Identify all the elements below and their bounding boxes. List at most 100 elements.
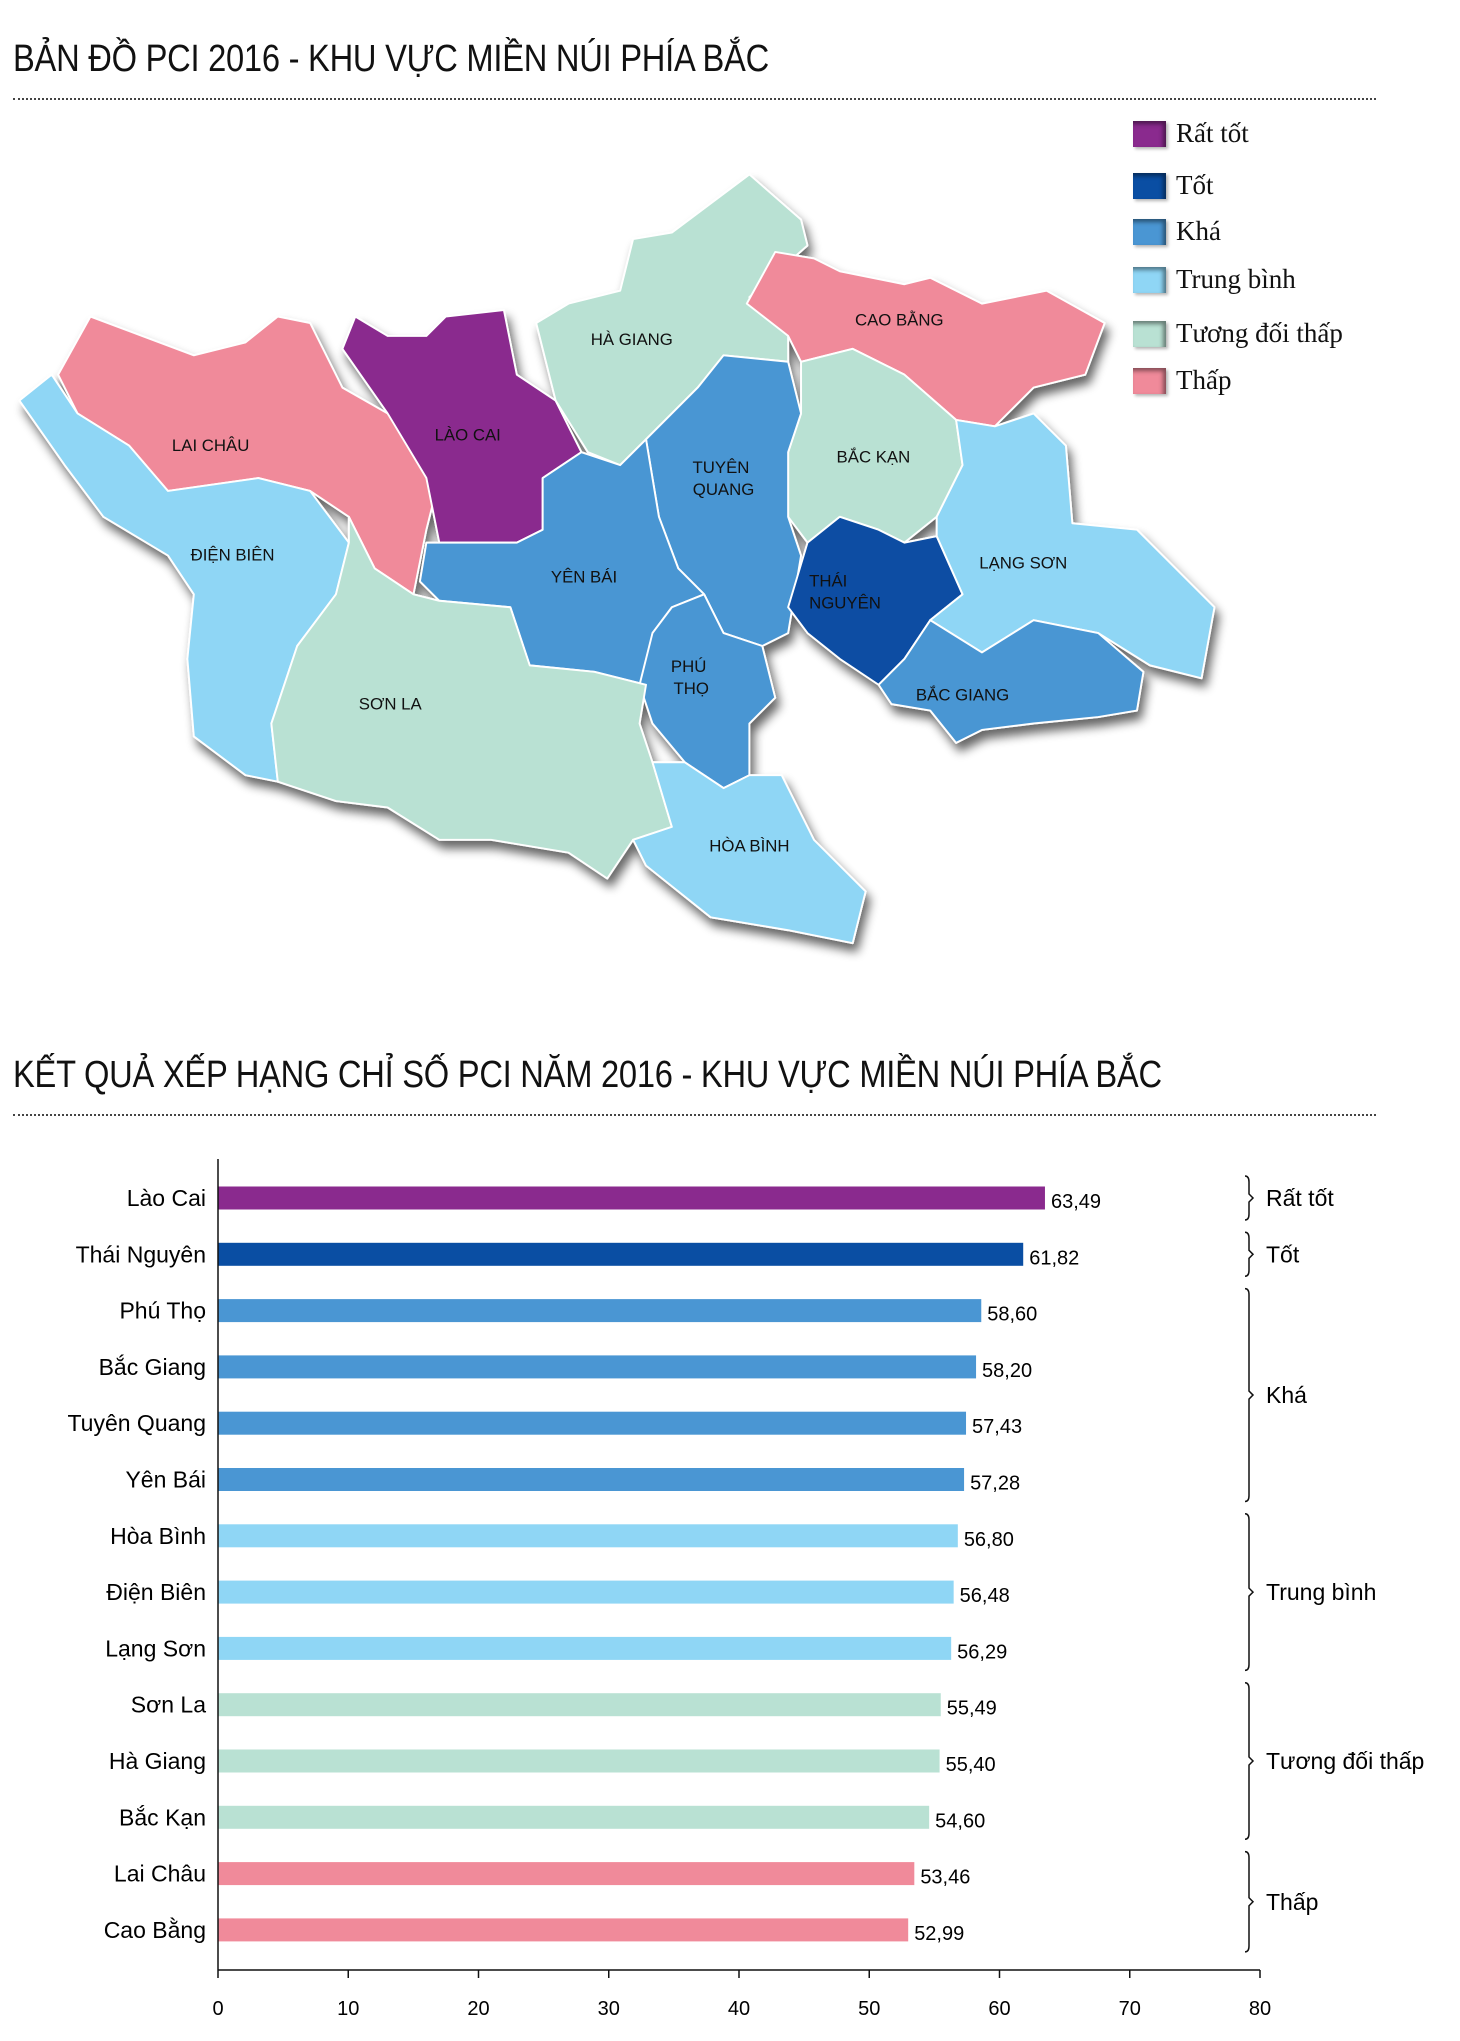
category-label: Bắc Giang [99,1354,206,1380]
legend-item-rat-tot: Rất tốt [1133,118,1249,149]
province-bac-giang [877,619,1145,744]
province-label: HÀ GIANG [591,330,673,349]
bar [218,1918,909,1942]
x-tick-label: 60 [988,1998,1010,2020]
province-label: CAO BẰNG [855,311,944,330]
legend-item-tot: Tốt [1133,170,1214,201]
group-bracket [1244,1287,1255,1503]
value-label: 52,99 [914,1923,964,1945]
value-label: 55,40 [946,1754,996,1776]
category-label: Tuyên Quang [67,1410,206,1436]
x-tick-label: 70 [1119,1998,1141,2020]
bar [218,1862,915,1886]
legend-label: Thấp [1176,365,1232,395]
value-label: 63,49 [1051,1191,1101,1213]
bar [218,1636,952,1660]
divider [13,98,1376,100]
value-label: 54,60 [935,1810,985,1832]
pci-bar-chart: Lào Cai 63,49 Thái Nguyên 61,82 Phú Thọ 58,60… [67,1159,1424,2020]
legend-label: Tương đối thấp [1176,318,1343,348]
map-title: BẢN ĐỒ PCI 2016 - KHU VỰC MIỀN NÚI PHÍA … [13,38,769,80]
value-label: 56,29 [957,1641,1007,1663]
province-label: TUYÊN QUANG [693,458,755,499]
legend-swatch [1133,120,1166,147]
group-label: Thấp [1266,1889,1318,1915]
legend-item-tuong-doi-thap: Tương đối thấp [1133,318,1343,349]
province-label: HÒA BÌNH [709,836,789,855]
x-tick-label: 50 [858,1998,880,2020]
x-tick-label: 80 [1249,1998,1271,2020]
bar [218,1186,1045,1210]
category-label: Yên Bái [125,1467,206,1493]
bar [218,1693,941,1717]
value-label: 57,43 [972,1416,1022,1438]
legend-item-thap: Thấp [1133,365,1231,396]
category-label: Lạng Sơn [105,1635,206,1661]
group-label: Tương đối thấp [1266,1748,1424,1774]
bar [218,1468,965,1491]
bar [218,1411,967,1435]
x-tick-label: 0 [212,1998,223,2020]
x-tick-label: 30 [598,1998,620,2020]
group-label: Rất tốt [1266,1185,1334,1211]
group-bracket [1244,1681,1255,1841]
pci-map: LAI CHÂU ĐIỆN BIÊN LÀO CAI HÀ GIANG CAO BẰNG… [18,173,1216,945]
category-label: Sơn La [131,1692,206,1718]
legend-swatch [1133,172,1166,199]
group-label: Khá [1266,1382,1307,1408]
bar [218,1580,954,1604]
province-label: ĐIỆN BIÊN [191,546,275,565]
legend-swatch [1133,367,1166,394]
province-label: PHÚ THỌ [671,657,709,698]
category-label: Lào Cai [127,1185,206,1211]
province-label: LẠNG SƠN [979,553,1067,572]
province-label: BẮC GIANG [916,685,1009,704]
value-label: 55,49 [947,1698,997,1720]
legend-swatch [1133,320,1166,347]
category-label: Bắc Kạn [119,1804,206,1830]
province-label: SƠN LA [359,694,423,713]
province-hoa-binh [632,761,867,945]
province-lao-cai [341,309,583,544]
value-label: 61,82 [1029,1247,1079,1269]
x-tick-label: 20 [467,1998,489,2020]
province-label: LAI CHÂU [172,436,249,455]
category-label: Hòa Bình [110,1523,206,1549]
category-label: Phú Thọ [119,1298,206,1324]
category-label: Điện Biên [106,1579,206,1605]
group-bracket [1244,1513,1255,1672]
bar [218,1524,958,1548]
bar [218,1805,930,1829]
value-label: 57,28 [970,1473,1020,1495]
province-son-la [270,515,673,880]
province-label: BẮC KẠN [837,448,911,467]
value-label: 56,48 [960,1585,1010,1607]
category-label: Hà Giang [109,1748,206,1774]
legend-label: Khá [1176,216,1221,246]
province-label: THÁI NGUYÊN [809,572,881,613]
group-bracket [1244,1850,1255,1953]
category-label: Cao Bằng [104,1917,206,1943]
legend-label: Tốt [1176,170,1214,200]
legend-label: Rất tốt [1176,118,1249,148]
bar [218,1749,940,1773]
province-label: LÀO CAI [435,426,501,445]
legend-item-kha: Khá [1133,216,1221,247]
chart-title: KẾT QUẢ XẾP HẠNG CHỈ SỐ PCI NĂM 2016 - K… [13,1054,1162,1096]
category-label: Thái Nguyên [76,1241,206,1267]
value-label: 53,46 [920,1867,970,1889]
legend-swatch [1133,266,1166,293]
x-tick-label: 40 [728,1998,750,2020]
bar [218,1242,1024,1266]
x-tick-label: 10 [337,1998,359,2020]
group-bracket [1244,1231,1255,1278]
province-label: YÊN BÁI [551,568,617,587]
group-bracket [1244,1175,1255,1221]
divider [13,1114,1376,1116]
province-phu-tho [638,593,777,790]
legend-swatch [1133,218,1166,245]
province-lang-son [929,412,1216,680]
legend-label: Trung bình [1176,264,1296,294]
group-label: Tốt [1266,1241,1300,1267]
bar [218,1299,982,1323]
